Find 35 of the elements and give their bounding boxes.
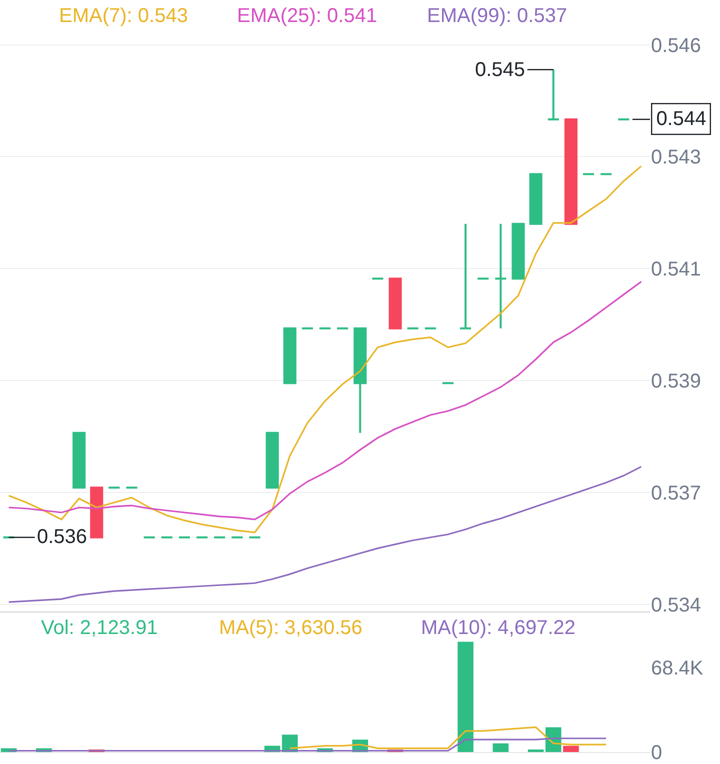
y-tick-label: 0.543 — [651, 146, 702, 169]
line-series — [289, 726, 607, 750]
y-tick-label: 0.537 — [651, 482, 702, 505]
y-tick-label: 0.541 — [651, 258, 702, 281]
y-tick-label: 0.539 — [651, 370, 702, 393]
candlestick — [459, 222, 472, 330]
line-series — [8, 466, 642, 603]
bar — [458, 642, 474, 752]
candlestick — [529, 173, 542, 225]
text: EMA(99): 0.537 — [427, 5, 568, 27]
bar — [563, 746, 579, 752]
y-tick-label: 68.4K — [651, 657, 704, 680]
candlestick — [266, 432, 279, 489]
candlestick — [388, 278, 402, 330]
bar — [492, 743, 509, 752]
candlestick — [90, 486, 104, 538]
ref-line-label: 0.544 — [656, 108, 706, 130]
annotation: 0.536 — [37, 526, 88, 548]
text: Vol: 2,123.91 — [41, 617, 158, 639]
candlestick — [512, 222, 525, 280]
candlestick — [546, 68, 560, 120]
candlestick — [354, 327, 367, 434]
annotation: 0.545 — [475, 59, 526, 81]
y-tick-label: 0.546 — [651, 34, 702, 57]
line-series — [8, 280, 642, 520]
candlestick — [72, 432, 86, 489]
text: EMA(7): 0.543 — [59, 5, 188, 27]
candlestick — [494, 222, 508, 330]
text: EMA(25): 0.541 — [237, 5, 378, 27]
candlestick — [564, 118, 578, 225]
y-tick-label: 0.534 — [651, 594, 702, 617]
text: MA(5): 3,630.56 — [219, 617, 362, 639]
y-tick-label: 0 — [651, 742, 662, 764]
text: MA(10): 4,697.22 — [421, 617, 576, 639]
candlestick — [283, 327, 296, 384]
